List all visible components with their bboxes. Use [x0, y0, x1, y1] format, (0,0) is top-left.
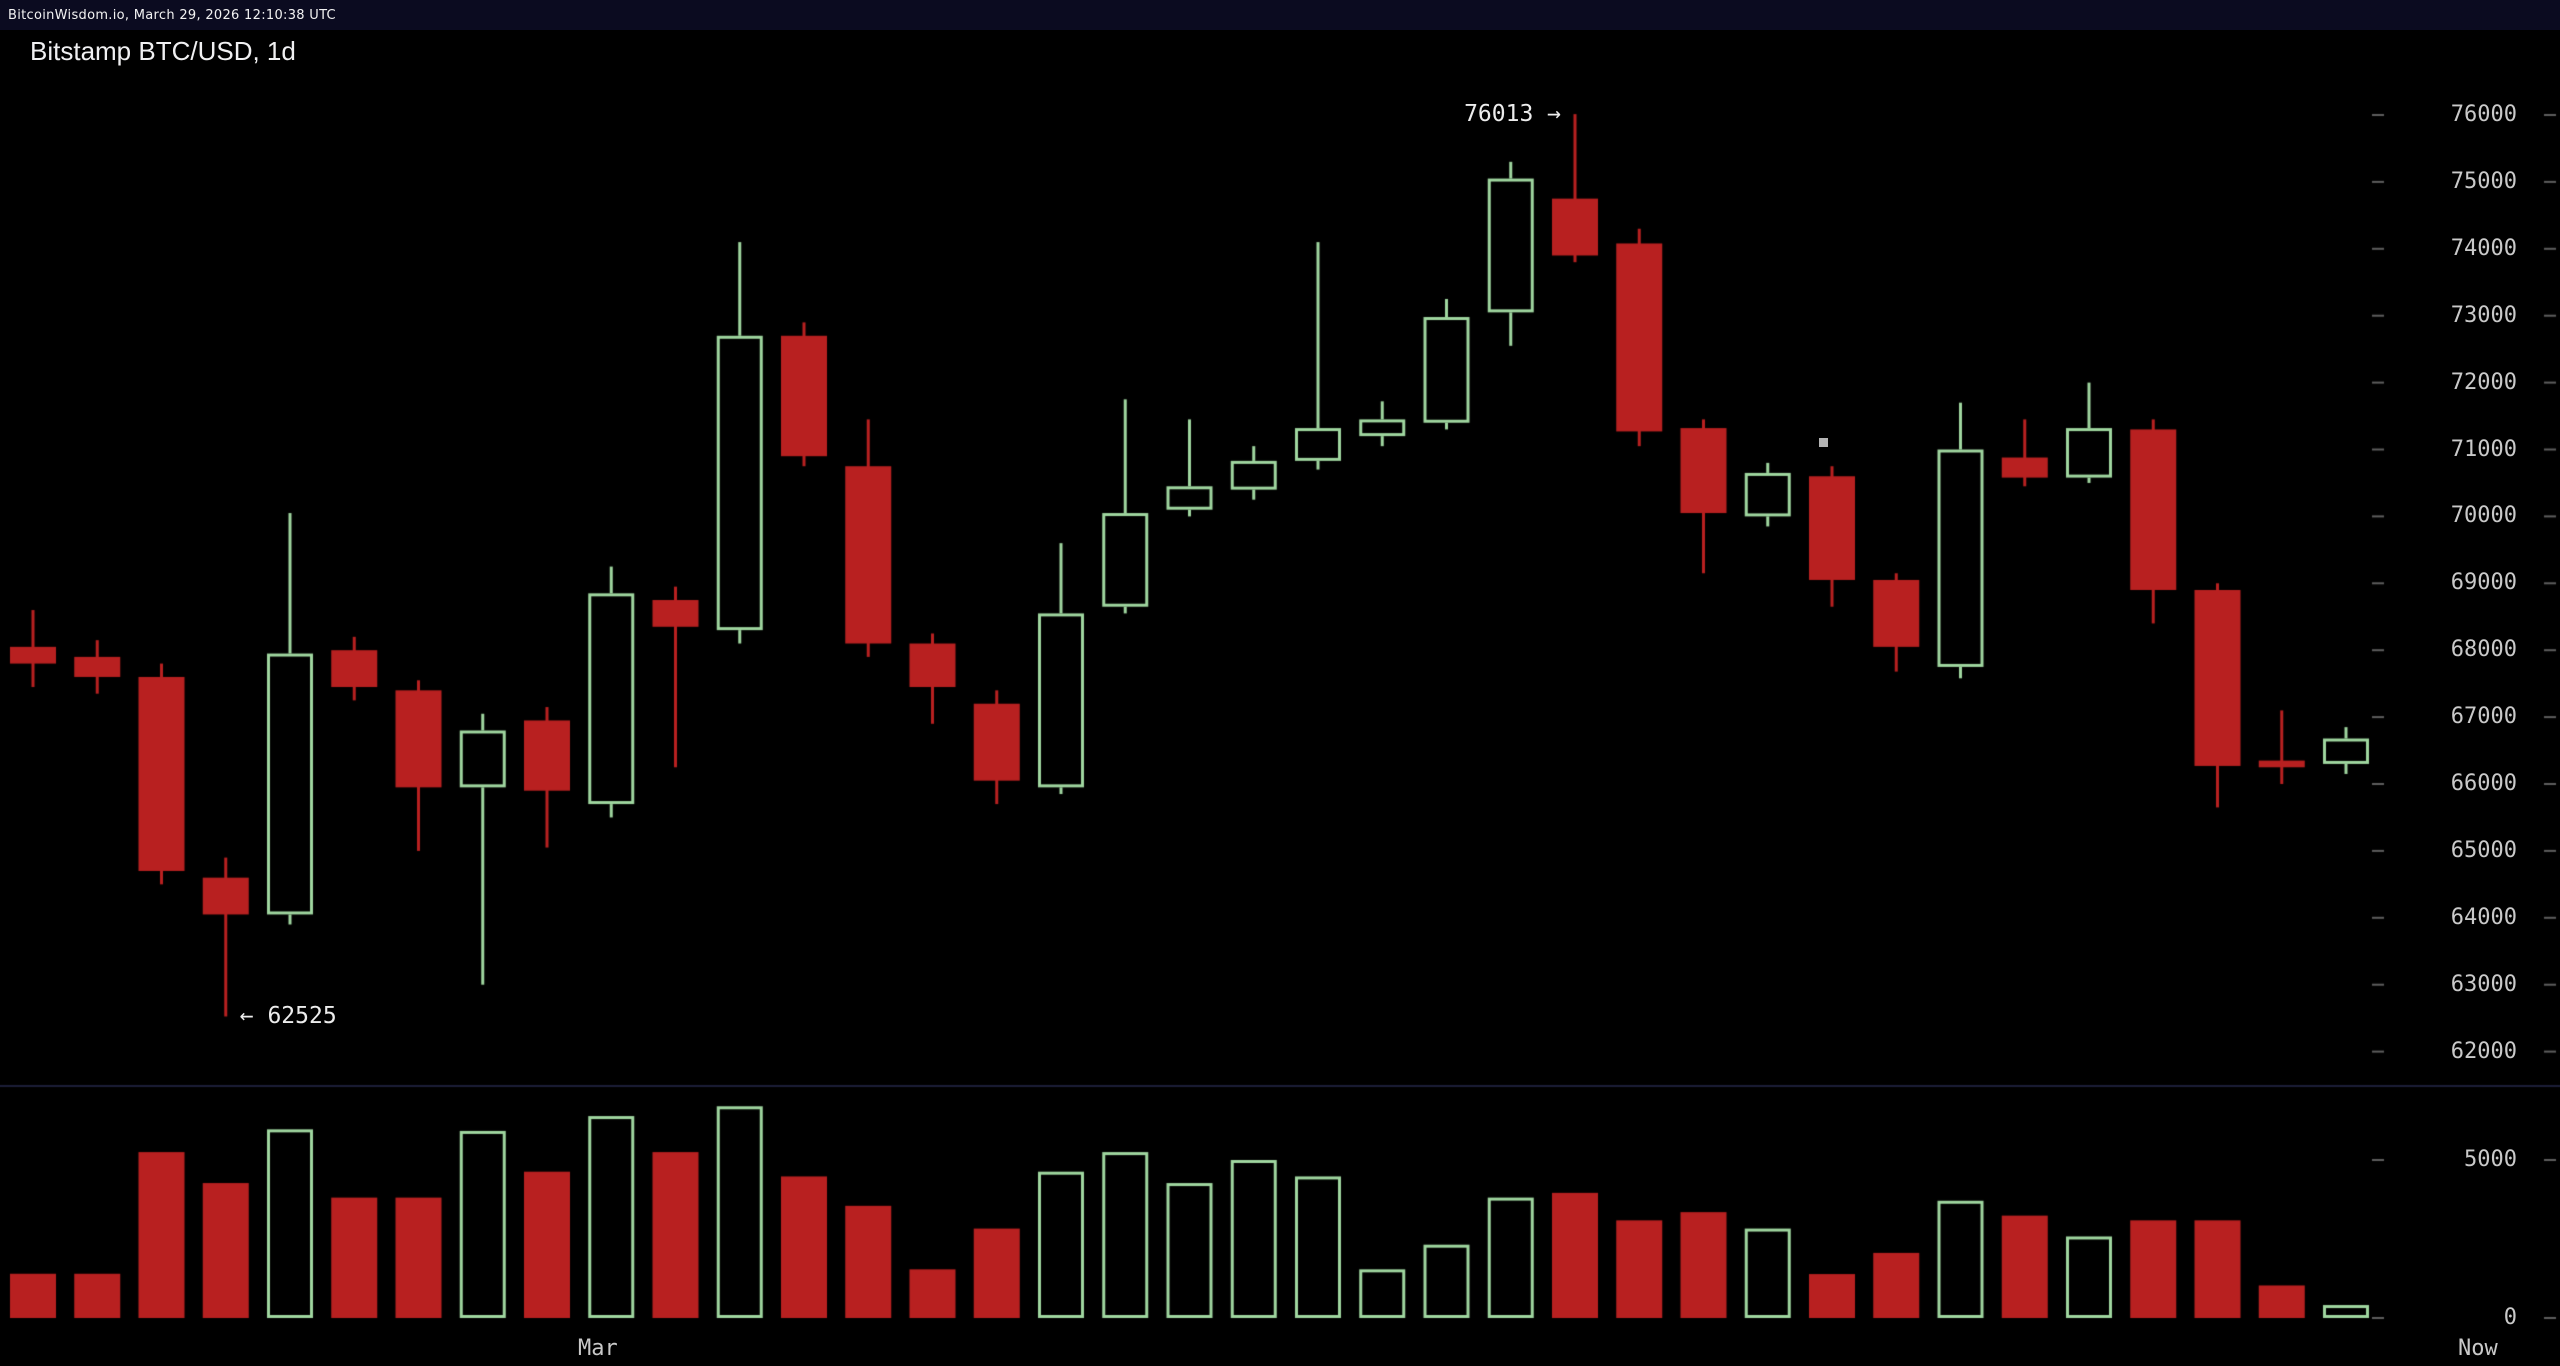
- topbar: BitcoinWisdom.io, March 29, 2026 12:10:3…: [0, 0, 2560, 30]
- time-axis-label-mar: Mar: [578, 1336, 618, 1361]
- chart-title: Bitstamp BTC/USD, 1d: [30, 36, 296, 66]
- low-price-annotation: ← 62525: [239, 1003, 337, 1030]
- cursor-dot: [1819, 438, 1828, 447]
- time-axis-label-now: Now: [2458, 1336, 2498, 1361]
- topbar-clock: BitcoinWisdom.io, March 29, 2026 12:10:3…: [8, 7, 336, 23]
- high-price-annotation: 76013 →: [1464, 101, 1561, 128]
